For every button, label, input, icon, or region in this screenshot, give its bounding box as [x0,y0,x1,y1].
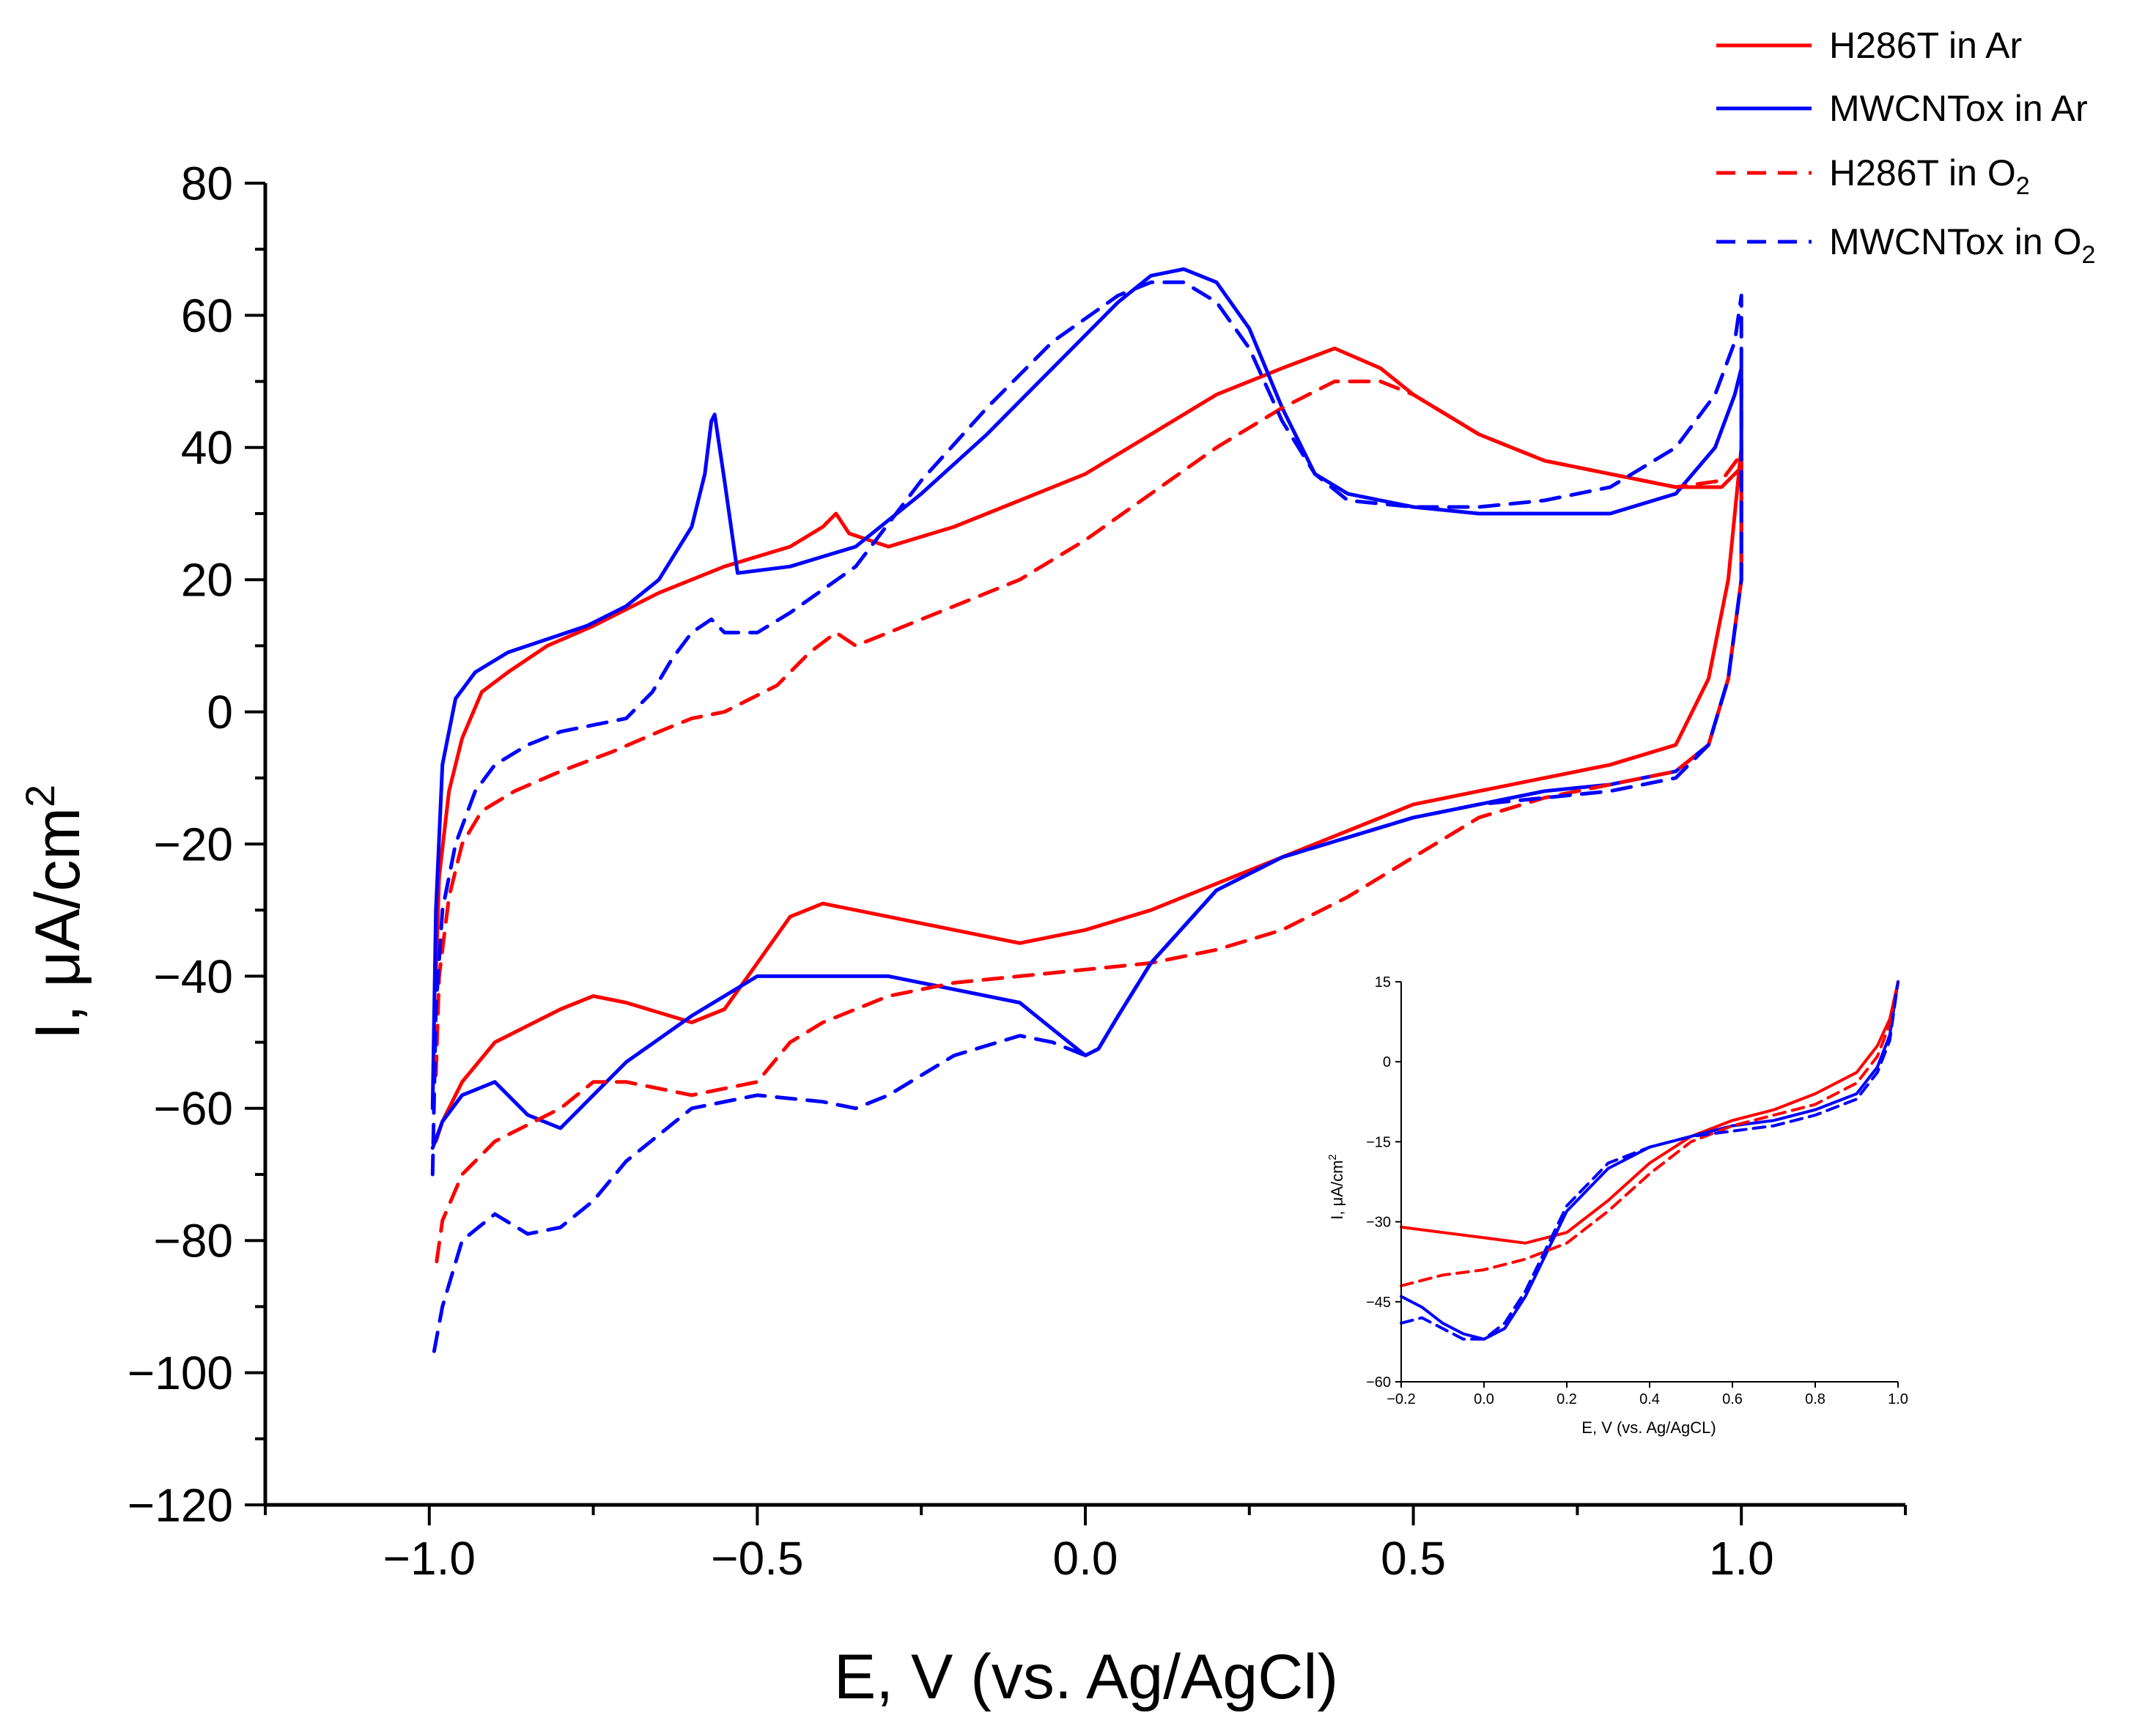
main-y-tick-label: −60 [153,1082,233,1135]
inset-y-tick-label: −15 [1366,1134,1391,1150]
main-x-tick-label: 1.0 [1709,1532,1774,1585]
inset-x-tick-label: 0.8 [1805,1391,1825,1407]
main-y-tick-label: 0 [207,686,233,739]
inset-y-axis-title: I, μA/cm2 [1326,1154,1346,1219]
main-series-h286t-in-ar [434,347,1743,1144]
inset-plot: 15 0 −15 −30 −45 −60 −0.2 0.0 0.2 0.4 0.6 0.8 1.0 E… [1326,974,1908,1437]
inset-series-mwcntox-in-o2 [1400,980,1900,1341]
legend-label-2: H286T in O2 [1829,152,2030,200]
inset-x-tick-label: −0.2 [1387,1391,1415,1407]
legend-label-text: MWCNTox in O [1829,221,2081,262]
inset-y-tick-label: 0 [1383,1054,1391,1070]
main-series-group [430,267,1743,1362]
inset-x-tick-label: 0.6 [1722,1391,1743,1407]
inset-x-axis-title: E, V (vs. Ag/AgCL) [1581,1418,1716,1437]
inset-x-tick-label: 0.0 [1474,1391,1494,1407]
inset-y-axis-title-text: I, μA/cm [1328,1161,1346,1220]
main-y-tick-label: 60 [181,289,233,342]
legend-label-1: MWCNTox in Ar [1829,88,2088,129]
legend-label-text: MWCNTox in Ar [1829,88,2088,129]
main-series-mwcntox-in-ar [430,267,1743,1150]
main-y-axis-title-superscript: 2 [17,785,63,807]
main-x-tick-label: 0.5 [1381,1532,1446,1585]
inset-y-tick-label: −60 [1366,1374,1391,1391]
inset-x-ticks: −0.2 0.0 0.2 0.4 0.6 0.8 1.0 [1387,1382,1908,1407]
inset-series-h286t-in-o2 [1400,980,1900,1287]
legend-label-subscript: 2 [2016,172,2030,200]
main-x-tick-label: −1.0 [383,1532,476,1585]
main-x-ticks: −1.0 −0.5 0.0 0.5 1.0 [264,1505,1907,1585]
main-y-tick-label: −120 [128,1479,233,1531]
main-y-tick-label: −20 [153,818,233,870]
legend-label-3: MWCNTox in O2 [1829,221,2095,269]
main-series-h286t-in-o2 [434,380,1743,1269]
main-y-tick-label: −100 [128,1347,233,1399]
main-x-tick-label: 0.0 [1053,1532,1118,1585]
main-y-axis-title-text: I, μA/cm [23,807,93,1040]
inset-x-tick-label: 1.0 [1888,1391,1908,1407]
main-y-tick-label: 20 [181,554,233,607]
legend-label-0: H286T in Ar [1829,25,2022,66]
inset-y-tick-label: −30 [1366,1215,1391,1231]
inset-y-ticks: 15 0 −15 −30 −45 −60 [1366,974,1401,1391]
inset-x-tick-label: 0.4 [1639,1391,1660,1407]
main-y-ticks: 80 60 40 20 0 −20 −40 −60 −80 −100 −120 [128,157,265,1531]
main-y-tick-label: 40 [181,421,233,474]
inset-y-tick-label: 15 [1375,974,1391,991]
main-y-tick-label: −80 [153,1215,233,1267]
inset-y-tick-label: −45 [1366,1295,1391,1311]
legend-label-text: H286T in Ar [1829,25,2022,66]
legend-label-subscript: 2 [2081,241,2095,269]
main-y-tick-label: −40 [153,950,233,1003]
inset-series-mwcntox-in-ar [1400,980,1900,1341]
legend-label-text: H286T in O [1829,152,2016,193]
inset-series-group [1400,980,1900,1341]
main-y-axis-title: I, μA/cm2 [17,785,93,1040]
inset-x-tick-label: 0.2 [1557,1391,1577,1407]
inset-y-axis-title-superscript: 2 [1326,1154,1339,1160]
main-x-axis-title: E, V (vs. Ag/AgCl) [834,1642,1338,1712]
main-y-tick-label: 80 [181,157,233,210]
main-x-tick-label: −0.5 [711,1532,803,1585]
